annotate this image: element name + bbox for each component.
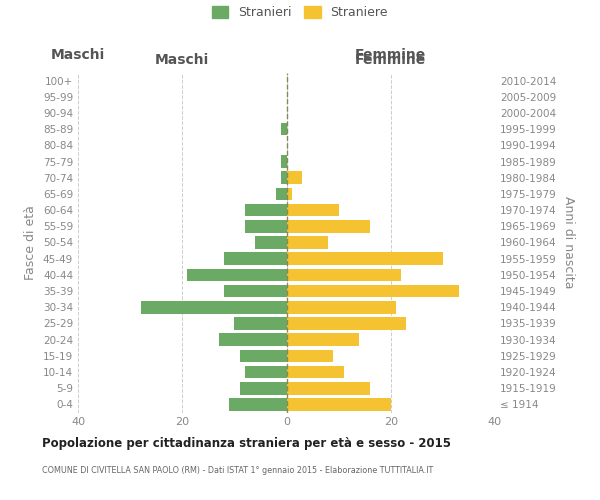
- Bar: [287, 382, 370, 394]
- Bar: [287, 301, 396, 314]
- Bar: [281, 155, 287, 168]
- Bar: [239, 350, 287, 362]
- Bar: [224, 252, 287, 265]
- Bar: [229, 398, 287, 410]
- Bar: [219, 334, 287, 346]
- Bar: [245, 204, 287, 216]
- Bar: [287, 398, 391, 410]
- Bar: [255, 236, 287, 249]
- Bar: [287, 334, 359, 346]
- Bar: [224, 285, 287, 298]
- Bar: [281, 172, 287, 184]
- Bar: [287, 204, 338, 216]
- Bar: [287, 172, 302, 184]
- Text: COMUNE DI CIVITELLA SAN PAOLO (RM) - Dati ISTAT 1° gennaio 2015 - Elaborazione T: COMUNE DI CIVITELLA SAN PAOLO (RM) - Dat…: [42, 466, 433, 475]
- Bar: [287, 220, 370, 232]
- Bar: [235, 317, 287, 330]
- Text: Maschi: Maschi: [51, 48, 105, 62]
- Bar: [287, 366, 344, 378]
- Text: Femmine: Femmine: [355, 48, 427, 62]
- Bar: [287, 317, 406, 330]
- Bar: [287, 350, 334, 362]
- Bar: [287, 236, 328, 249]
- Bar: [287, 285, 458, 298]
- Bar: [287, 268, 401, 281]
- Text: Popolazione per cittadinanza straniera per età e sesso - 2015: Popolazione per cittadinanza straniera p…: [42, 438, 451, 450]
- Y-axis label: Fasce di età: Fasce di età: [25, 205, 37, 280]
- Text: Femmine: Femmine: [355, 53, 427, 67]
- Bar: [287, 252, 443, 265]
- Bar: [245, 366, 287, 378]
- Y-axis label: Anni di nascita: Anni di nascita: [562, 196, 575, 288]
- Bar: [276, 188, 287, 200]
- Bar: [287, 188, 292, 200]
- Bar: [239, 382, 287, 394]
- Bar: [187, 268, 287, 281]
- Bar: [245, 220, 287, 232]
- Bar: [281, 123, 287, 136]
- Text: Maschi: Maschi: [155, 53, 209, 67]
- Legend: Stranieri, Straniere: Stranieri, Straniere: [212, 6, 388, 19]
- Bar: [140, 301, 287, 314]
